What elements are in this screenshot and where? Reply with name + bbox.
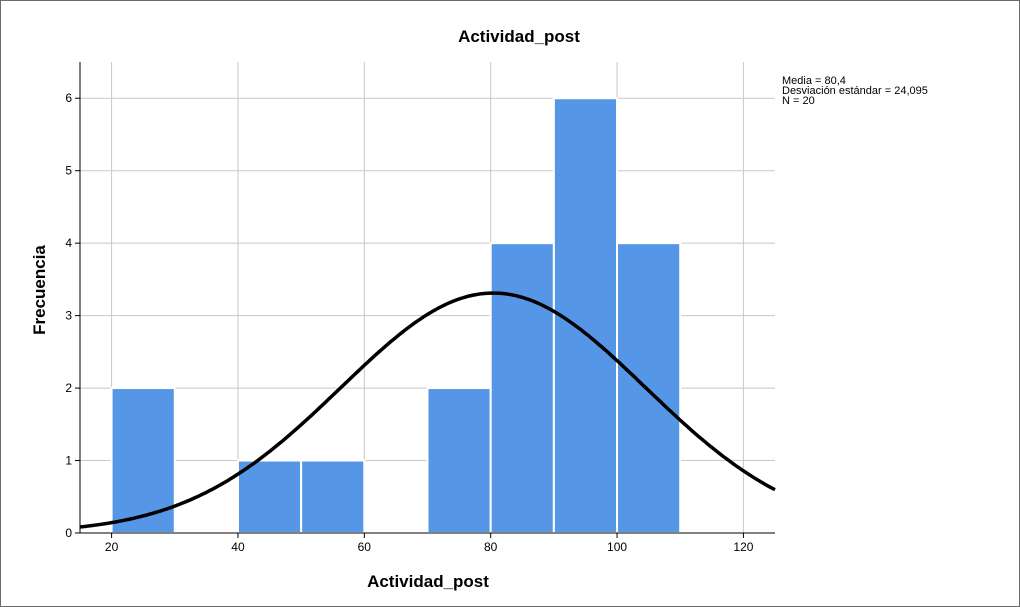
histogram-bar — [300, 459, 366, 534]
x-axis-label: Actividad_post — [367, 572, 489, 591]
y-tick-label: 5 — [65, 164, 72, 178]
x-tick-label: 120 — [733, 540, 753, 554]
histogram-bar — [426, 387, 492, 535]
chart-title: Actividad_post — [458, 27, 580, 46]
y-tick-label: 0 — [65, 526, 72, 540]
x-tick-label: 40 — [231, 540, 245, 554]
stats-n: N = 20 — [782, 95, 815, 107]
y-tick-label: 1 — [65, 454, 72, 468]
y-tick-label: 4 — [65, 236, 72, 250]
y-tick-label: 6 — [65, 91, 72, 105]
y-tick-label: 2 — [65, 381, 72, 395]
x-tick-label: 100 — [607, 540, 627, 554]
x-tick-label: 60 — [358, 540, 372, 554]
stats-sd: Desviación estándar = 24,095 — [782, 85, 928, 97]
normal-curve — [79, 291, 776, 529]
histogram-bar — [489, 242, 555, 534]
histogram-bar — [236, 459, 303, 534]
x-tick-label: 20 — [105, 540, 119, 554]
x-tick-label: 80 — [484, 540, 498, 554]
y-tick-label: 3 — [65, 309, 72, 323]
stats-mean: Media = 80,4 — [782, 75, 846, 87]
histogram-bar — [110, 387, 176, 535]
y-axis-label: Frecuencia — [30, 245, 49, 335]
stats-legend: Media = 80,4 Desviación estándar = 24,09… — [782, 75, 928, 107]
